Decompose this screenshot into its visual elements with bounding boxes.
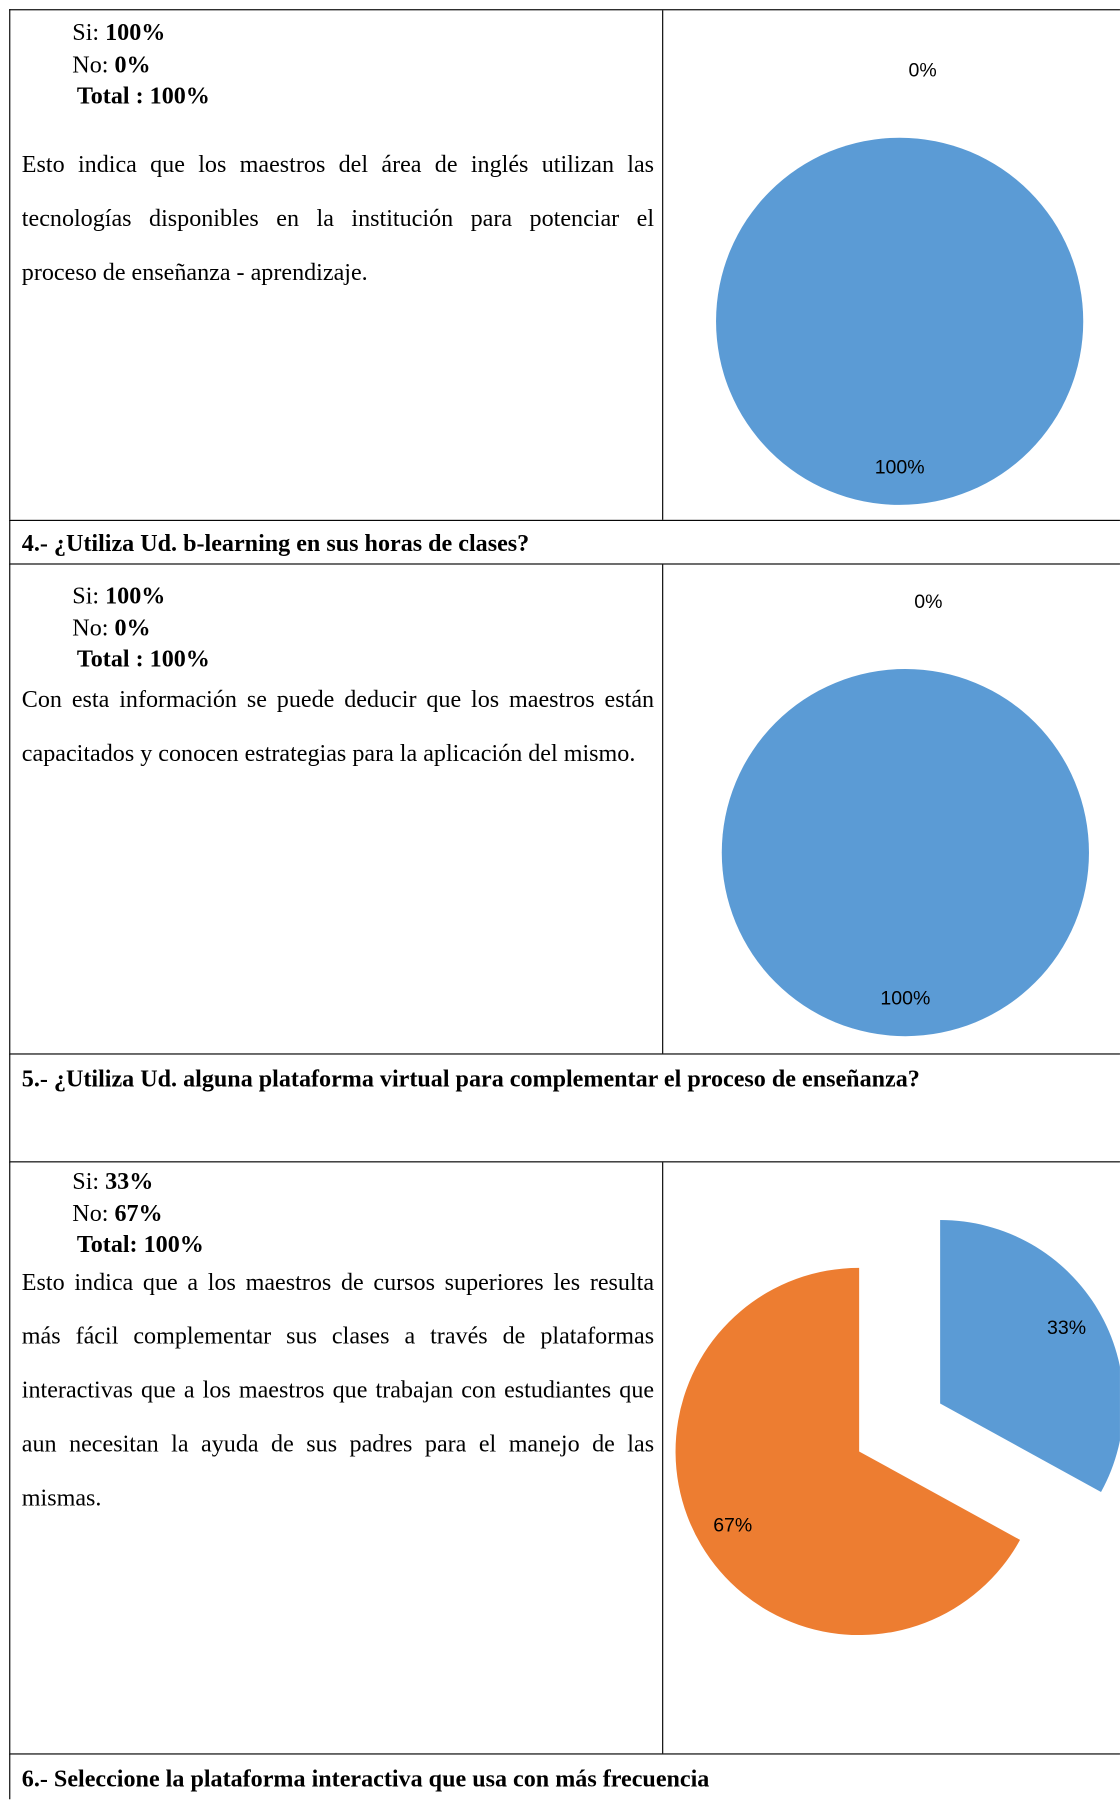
stat-line: No: 0% [72,49,150,80]
stat-value: 100% [149,644,210,673]
data-label: 100% [875,456,925,478]
pie-chart: 100% 0% [716,60,1084,505]
stat-label: Si: [72,1167,100,1195]
content-row: Si: 100% No: 0% Total : 100% Esto indica qu… [9,9,1120,520]
chart-cell: 33% 67% [663,1162,1120,1753]
stat-label: Total: [76,1230,138,1258]
data-label: 100% [880,988,930,1010]
question: 6.- Seleccione la plataforma interactiva… [21,1764,710,1793]
stat-label: Total : [76,81,144,110]
pie-slice [940,1219,1120,1492]
chart-cell: 100% 0% [663,565,1120,1054]
question: 4.- ¿Utiliza Ud. b-learning en sus horas… [21,528,530,557]
stat-value: 100% [143,1230,204,1258]
stat-label: Si: [72,18,100,46]
content-row: Si: 100% No: 0% Total : 100% Con esta infor… [9,563,1120,1054]
data-label: 67% [713,1514,752,1536]
stat-value: 0% [114,49,151,78]
stat-line: Si: 100% [72,17,165,48]
text-cell: Si: 100% No: 0% Total : 100% Con esta infor… [10,564,664,1054]
pie-chart: 100% 0% [721,591,1089,1037]
stat-line: No: 67% [72,1197,162,1228]
stat-value: 33% [105,1167,154,1195]
pie-slice [721,668,1089,1037]
stat-line: No: 0% [72,612,150,643]
stat-line: Si: 100% [72,581,165,612]
stat-value: 100% [149,81,210,110]
stat-label: No: [72,49,109,78]
paragraph: Con esta información se puede deducir qu… [21,685,655,767]
stat-label: No: [72,613,109,641]
data-label: 0% [914,591,942,613]
paragraph: Esto indica que los maestros del área de… [21,150,655,286]
stat-value: 0% [114,613,151,641]
stat-line: Total : 100% [77,644,210,675]
stat-value: 100% [105,581,166,610]
data-label: 33% [1047,1317,1086,1339]
stat-line: Total: 100% [77,1229,204,1260]
text-cell: Si: 33% No: 67% Total: 100% Esto indica que… [10,1162,664,1754]
content-row: Si: 33% No: 67% Total: 100% Esto indica que… [9,1161,1120,1754]
question-row: 4.- ¿Utiliza Ud. b-learning en sus horas… [9,519,1120,564]
stat-label: Total : [76,644,144,673]
stat-label: No: [72,1198,109,1227]
stat-value: 100% [105,18,166,46]
text-cell: Si: 100% No: 0% Total : 100% Esto indica qu… [10,10,664,520]
pie-slice [716,137,1084,505]
question-row: 6.- Seleccione la plataforma interactiva… [9,1753,1120,1800]
stat-line: Si: 33% [72,1166,153,1197]
chart-cell: 100% 0% [663,10,1120,519]
pie-chart: 33% 67% [675,1219,1120,1636]
data-label: 0% [908,60,936,82]
pie-slice [675,1267,1021,1636]
stat-label: Si: [72,581,100,610]
question-row: 5.- ¿Utiliza Ud. alguna plataforma virtu… [9,1053,1120,1162]
stat-line: Total : 100% [77,80,210,111]
question: 5.- ¿Utiliza Ud. alguna plataforma virtu… [21,1064,920,1093]
stat-value: 67% [114,1198,163,1227]
paragraph: Esto indica que a los maestros de cursos… [21,1267,655,1512]
